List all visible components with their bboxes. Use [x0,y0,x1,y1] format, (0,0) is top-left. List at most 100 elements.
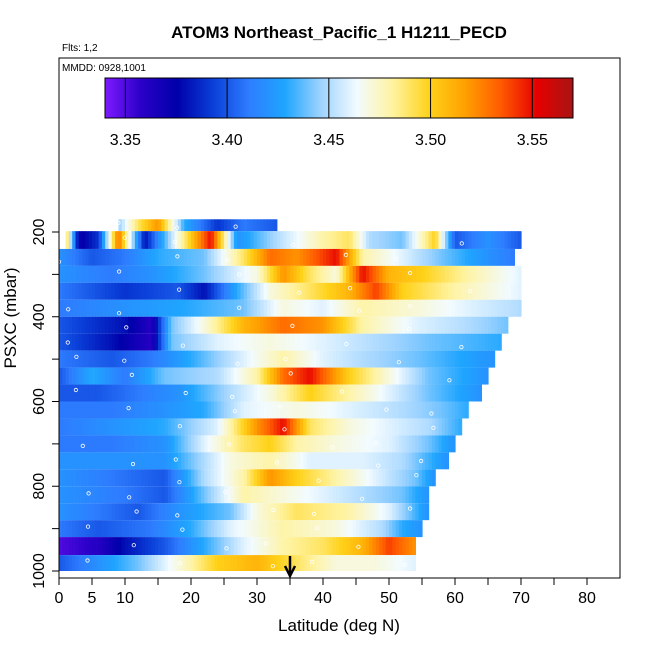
band-cell [128,316,133,334]
arrow-head [283,565,297,579]
band-cell [359,282,364,300]
band-cell [220,435,225,453]
band-cell [214,435,218,453]
band-cell [326,520,331,538]
band-cell [455,316,459,334]
band-cell [389,486,393,504]
band-cell [88,520,93,538]
band-cell [181,401,185,419]
band-cell [408,435,413,453]
band-cell [412,435,416,453]
plot-frame [58,57,621,579]
band-cell [105,384,110,402]
band-cell [187,469,192,487]
band-cell [214,367,218,385]
band-cell [389,384,393,402]
band-cell [118,367,123,385]
band-cell [468,282,473,300]
band-cell [323,231,327,249]
band-cell [214,537,218,556]
band-cell [455,282,459,300]
band-cell [441,452,446,470]
sample-point [459,344,464,350]
sample-point [343,252,348,257]
band-cell [230,401,235,419]
band-cell [78,520,83,538]
band-cell [174,486,179,504]
band-cell [332,486,337,504]
band-cell [481,367,486,385]
band-cell [105,555,110,571]
band-cell [313,333,317,351]
band-cell [250,452,255,470]
band-cell [88,231,93,249]
band-cell [233,418,238,436]
band-cell [115,452,119,470]
band-cell [187,248,192,266]
band-cell [356,469,360,487]
band-cell [227,367,232,385]
band-cell [101,486,106,504]
band-cell [200,316,205,334]
sample-point [373,440,378,445]
band-cell [339,555,344,571]
band-cell [68,231,73,249]
band-cell [395,452,400,470]
band-cell [115,350,119,368]
band-cell [118,486,123,504]
band-cell [372,282,377,300]
band-cell [438,435,443,453]
band-cell [247,282,251,300]
band-cell [464,401,469,419]
band-cell [458,248,463,266]
band-cell [365,248,370,266]
band-cell [247,503,251,521]
band-cell [161,537,166,556]
band-cell [227,384,232,402]
sample-point [288,371,293,376]
band-cell [306,350,311,368]
band-cell [177,367,182,385]
band-cell [243,265,248,283]
band-780 [59,469,436,487]
band-cell [131,452,136,470]
band-cell [227,452,232,470]
band-cell [346,435,350,453]
band-cell [131,486,136,504]
band-cell [260,520,265,538]
band-cell [88,418,93,436]
band-cell [339,316,344,334]
band-cell [174,367,179,385]
band-cell [323,367,327,385]
band-cell [68,367,73,385]
band-cell [68,555,73,571]
band-cell [154,282,159,300]
sample-point [233,224,238,229]
band-cell [405,435,410,453]
band-cell [415,435,420,453]
band-cell [299,503,304,521]
band-cell [458,299,463,317]
band-cell [365,333,370,351]
band-cell [237,333,242,351]
band-cell [240,248,245,266]
band-cell [339,469,344,487]
band-cell [184,537,189,556]
band-cell [105,452,110,470]
band-cell [118,350,123,368]
band-cell [369,401,374,419]
band-cell [191,299,195,317]
band-cell [95,265,100,283]
band-cell [425,418,430,436]
band-cell [405,282,410,300]
band-cell [181,231,185,249]
band-cell [217,469,222,487]
band-cell [240,350,245,368]
band-cell [131,401,136,419]
x-axis-label: Latitude (deg N) [278,616,400,635]
band-cell [121,418,126,436]
band-cell [131,282,136,300]
band-cell [474,333,479,351]
x-axis: 0 5 10 20 30 40 50 60 70 80 [55,578,596,607]
band-cell [303,282,308,300]
